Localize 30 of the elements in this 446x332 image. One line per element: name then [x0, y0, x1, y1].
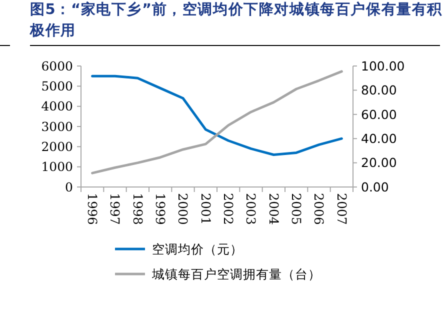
x-tick-label: 2004: [266, 193, 282, 225]
x-tick-label: 1999: [152, 193, 168, 225]
x-tick-label: 2006: [312, 193, 327, 225]
y-tick-label: 1000: [41, 159, 74, 174]
y2-tick-label: 20.00: [361, 155, 397, 170]
y-tick-label: 3000: [41, 118, 74, 134]
y2-tick-label: 60.00: [361, 106, 397, 122]
x-tick-label: 2003: [244, 193, 259, 225]
line-series: [91, 74, 343, 156]
x-tick-label: 2007: [334, 193, 350, 225]
x-tick-label: 1998: [130, 193, 146, 225]
y-tick-label: 0: [65, 179, 74, 194]
chart-title: 图5：“家电下乡”前，空调均价下降对城镇每百户保有量有积极作用: [30, 0, 444, 41]
y-tick-label: 6000: [41, 58, 74, 74]
legend-label: 城镇每百户空调拥有量（台）: [151, 266, 321, 282]
x-tick-label: 1997: [108, 193, 123, 225]
x-tick-label: 2002: [220, 193, 236, 225]
y2-tick-label: 0.00: [361, 179, 389, 194]
y-tick-label: 2000: [41, 139, 74, 154]
y2-tick-label: 40.00: [361, 130, 397, 146]
y-tick-label: 4000: [41, 98, 74, 114]
legend-label: 空调均价（元）: [152, 241, 243, 256]
x-tick-label: 1996: [84, 193, 100, 225]
x-tick-label: 2005: [288, 193, 304, 225]
y-tick-label: 5000: [41, 78, 74, 94]
x-tick-label: 2001: [198, 193, 214, 225]
y2-tick-label: 80.00: [361, 82, 397, 98]
x-tick-label: 2000: [176, 193, 191, 225]
y2-tick-label: 100.00: [361, 58, 405, 74]
line-series: [91, 70, 343, 174]
